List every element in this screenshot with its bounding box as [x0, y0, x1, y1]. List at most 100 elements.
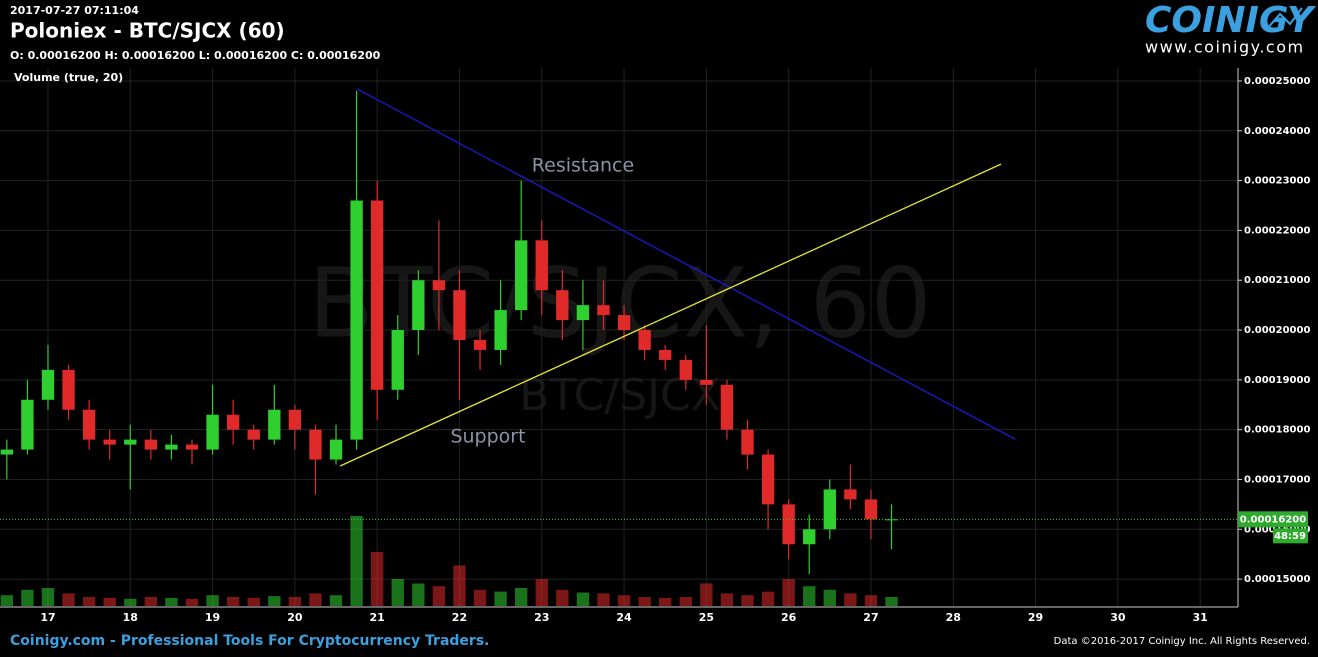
volume-bar: [309, 593, 322, 606]
candle-body: [432, 280, 446, 291]
volume-bar: [515, 588, 528, 606]
candle-body: [391, 330, 404, 390]
volume-bar: [617, 595, 631, 606]
trend-line: [356, 88, 1016, 440]
x-tick-label: 28: [946, 611, 961, 624]
chart-title: Poloniex - BTC/SJCX (60): [10, 19, 285, 43]
candle-body: [741, 429, 754, 455]
candle-body: [103, 439, 116, 445]
plot-area: 17 18 19 20 21 22 23 24 25 26 27 28 29 30 31 0.00015000…: [0, 68, 1310, 624]
y-tick-label: 0.00025000: [1244, 76, 1310, 87]
volume-bar: [844, 593, 857, 606]
volume-bar: [864, 595, 878, 606]
y-tick-label: 0.00019000: [1244, 375, 1310, 386]
candle-body: [82, 409, 96, 440]
volume-bar: [823, 589, 836, 606]
y-tick-label: 0.00024000: [1244, 126, 1310, 137]
countdown: 48:59: [1274, 531, 1306, 542]
x-tick-label: 30: [1110, 611, 1126, 624]
volume-bar: [597, 593, 610, 606]
candle-body: [124, 439, 137, 445]
volume-bar: [761, 591, 775, 606]
volume-bar: [453, 565, 466, 606]
y-tick-label: 0.00020000: [1244, 325, 1310, 336]
candle-body: [576, 305, 590, 321]
candle-body: [350, 200, 363, 440]
candle-body: [206, 414, 219, 450]
volume-bar: [62, 593, 75, 606]
logo: COINIGY: [1145, 0, 1317, 41]
volume-bar: [103, 597, 116, 606]
candle-body: [556, 290, 569, 321]
y-tick-label: 0.00023000: [1244, 176, 1310, 187]
candle-body: [535, 240, 548, 291]
candle-body: [515, 240, 528, 311]
x-tick-label: 17: [40, 611, 55, 624]
volume-bar: [576, 592, 590, 606]
candle-body: [720, 384, 734, 430]
candle-body: [473, 339, 487, 350]
candle-body: [185, 444, 199, 450]
volume-bar: [659, 597, 672, 606]
x-tick-label: 23: [534, 611, 549, 624]
candle-body: [617, 315, 631, 331]
x-tick-label: 20: [287, 611, 303, 624]
candle-body: [844, 489, 857, 500]
logo-url: www.coinigy.com: [1145, 38, 1305, 57]
volume-bar: [0, 595, 14, 606]
volume-bar: [741, 595, 754, 606]
x-tick-label: 21: [370, 611, 385, 624]
volume-bar: [535, 579, 548, 606]
volume-bar: [556, 589, 569, 606]
candle-body: [823, 489, 836, 530]
x-tick-label: 31: [1192, 611, 1207, 624]
candle-body: [864, 499, 878, 520]
candle-body: [329, 439, 343, 460]
volume-bar: [124, 598, 137, 606]
candle-body: [309, 429, 322, 460]
volume-bar: [350, 516, 363, 606]
last-price-box: [1238, 511, 1308, 528]
volume-bar: [268, 596, 281, 606]
volume-bar: [473, 589, 487, 606]
y-tick-label: 0.00017000: [1244, 474, 1310, 485]
candle-body: [659, 349, 672, 360]
volume-bar: [412, 583, 425, 606]
volume-bar: [21, 589, 34, 606]
annotation: Support: [450, 426, 525, 448]
volume-bar: [185, 598, 199, 606]
y-tick-label: 0.00015000: [1244, 574, 1310, 585]
volume-bar: [41, 588, 55, 606]
candle-body: [803, 529, 816, 545]
volume-bar: [144, 597, 158, 606]
volume-bar: [700, 583, 713, 606]
volume-bar: [803, 586, 816, 606]
trend-line: [339, 163, 1002, 467]
countdown-box: [1273, 528, 1308, 544]
volume-bar: [720, 593, 734, 606]
volume-bar: [432, 586, 446, 606]
volume-bar: [247, 597, 260, 606]
candle-body: [165, 444, 178, 450]
footer-right: Data ©2016-2017 Coinigy Inc. All Rights …: [1054, 636, 1310, 647]
x-tick-label: 22: [452, 611, 467, 624]
y-tick-label: 0.00021000: [1244, 275, 1310, 286]
candle-body: [494, 310, 507, 350]
candle-body: [144, 439, 158, 450]
volume-bar: [885, 597, 898, 606]
x-tick-label: 19: [205, 611, 220, 624]
candle-body: [679, 359, 692, 380]
x-tick-label: 29: [1028, 611, 1043, 624]
candle-body: [638, 330, 651, 350]
last-price-label: 0.00016200: [1240, 514, 1306, 525]
footer-left: Coinigy.com - Professional Tools For Cry…: [10, 633, 489, 649]
candle-body: [597, 305, 610, 316]
ohlc-line: O: 0.00016200 H: 0.00016200 L: 0.0001620…: [10, 49, 381, 62]
candle-body: [370, 200, 384, 390]
x-tick-label: 27: [863, 611, 878, 624]
candle-body: [268, 409, 281, 440]
volume-bar: [679, 597, 692, 606]
volume-bar: [329, 595, 343, 606]
indicator-label: Volume (true, 20): [14, 71, 123, 84]
volume-bar: [288, 597, 302, 606]
